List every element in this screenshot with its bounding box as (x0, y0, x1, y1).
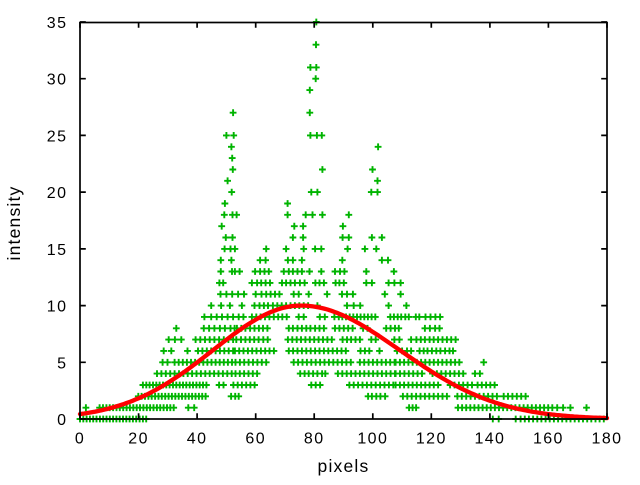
svg-text:15: 15 (47, 242, 68, 259)
svg-text:100: 100 (357, 431, 388, 448)
svg-text:0: 0 (75, 431, 85, 448)
svg-text:120: 120 (416, 431, 447, 448)
svg-text:40: 40 (187, 431, 208, 448)
svg-text:180: 180 (592, 431, 623, 448)
svg-text:60: 60 (245, 431, 266, 448)
svg-text:intensity: intensity (4, 186, 24, 261)
svg-text:10: 10 (47, 299, 68, 316)
svg-text:20: 20 (128, 431, 149, 448)
svg-text:20: 20 (47, 185, 68, 202)
svg-text:0: 0 (57, 412, 67, 429)
svg-text:140: 140 (474, 431, 505, 448)
svg-text:35: 35 (47, 15, 68, 32)
svg-text:5: 5 (57, 355, 67, 372)
svg-text:25: 25 (47, 128, 68, 145)
svg-text:pixels: pixels (318, 456, 370, 476)
svg-text:80: 80 (304, 431, 325, 448)
svg-text:160: 160 (533, 431, 564, 448)
svg-text:30: 30 (47, 72, 68, 89)
